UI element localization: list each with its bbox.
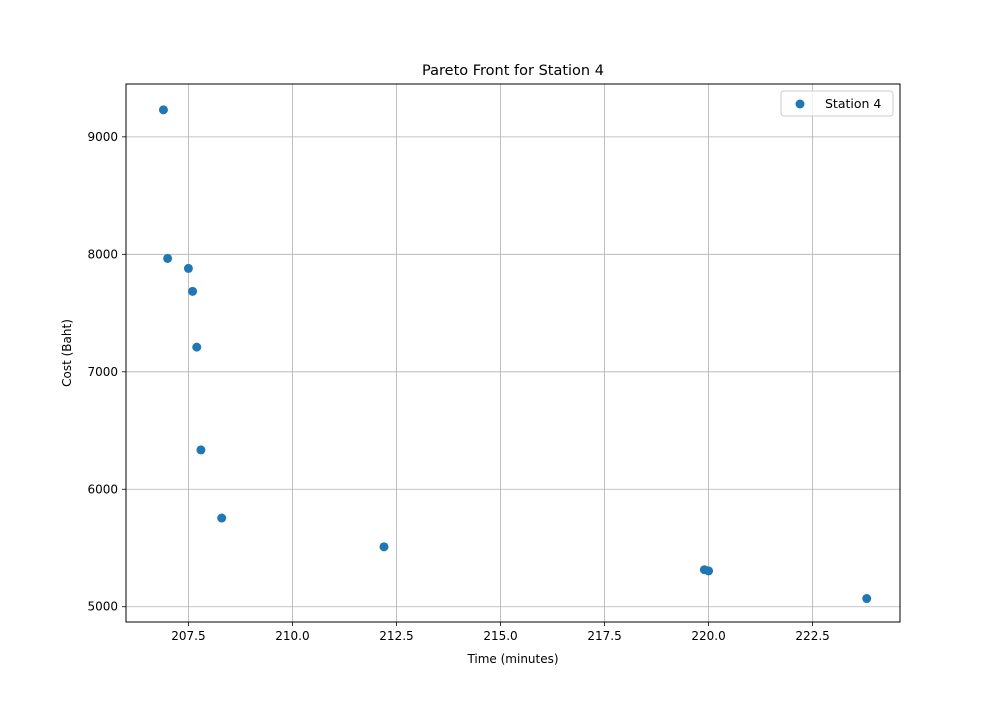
y-tick-label: 6000 (87, 482, 118, 496)
x-tick-label: 222.5 (795, 629, 829, 643)
x-tick-label: 220.0 (691, 629, 725, 643)
plot-area-frame (125, 83, 901, 623)
data-point (192, 342, 202, 352)
x-tick-label: 210.0 (275, 629, 309, 643)
y-tick-label: 9000 (87, 130, 118, 144)
data-point (158, 105, 168, 115)
y-tick-label: 7000 (87, 365, 118, 379)
x-axis-label: Time (minutes) (466, 652, 558, 666)
chart-title: Pareto Front for Station 4 (422, 63, 604, 79)
data-point (163, 253, 173, 263)
y-axis-label: Cost (Baht) (60, 319, 74, 387)
data-point (217, 513, 227, 523)
y-axis-ticks: 5000 6000 7000 8000 9000 (87, 130, 126, 614)
legend: Station 4 (780, 90, 894, 117)
data-points (158, 105, 872, 604)
data-point (379, 542, 389, 552)
y-tick-label: 8000 (87, 247, 118, 261)
y-tick-label: 5000 (87, 600, 118, 614)
data-point (862, 594, 872, 604)
x-axis-ticks: 207.5 210.0 212.5 215.0 217.5 220.0 222.5 (171, 622, 830, 643)
x-tick-label: 207.5 (171, 629, 205, 643)
data-point (196, 445, 206, 455)
x-tick-label: 212.5 (379, 629, 413, 643)
legend-marker (795, 99, 805, 109)
grid (126, 84, 900, 622)
data-point (183, 263, 193, 273)
legend-box (780, 90, 894, 117)
legend-label: Station 4 (825, 96, 881, 111)
data-point (704, 566, 714, 576)
x-tick-label: 215.0 (483, 629, 517, 643)
data-point (188, 286, 198, 296)
x-tick-label: 217.5 (587, 629, 621, 643)
